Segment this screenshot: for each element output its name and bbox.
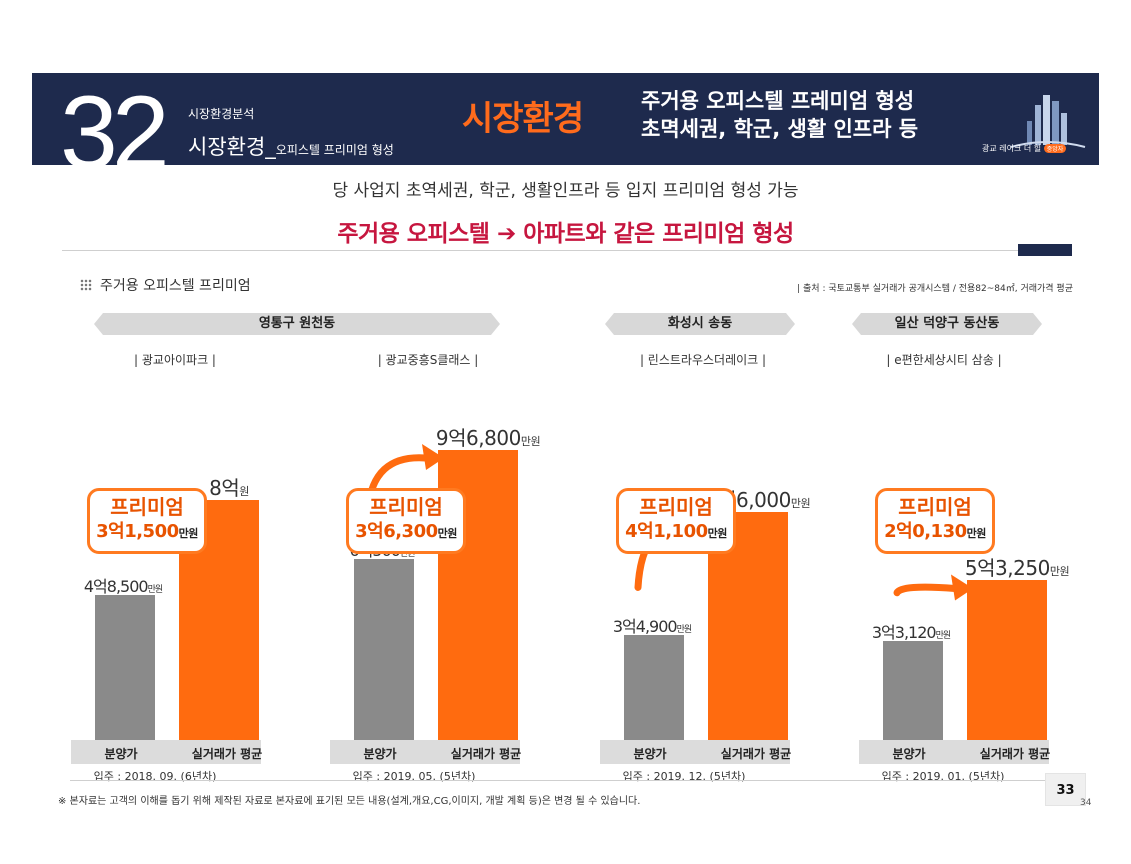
category-label-actual: 실거래가 평균 bbox=[720, 747, 792, 761]
building-logo-icon bbox=[1010, 95, 1086, 148]
header-banner: 32 시장환경분석 시장환경_오피스텔 프리미엄 형성 시장환경 주거용 오피스… bbox=[32, 73, 1099, 165]
presale-bar bbox=[95, 594, 155, 740]
category-label-presale: 분양가 bbox=[363, 747, 397, 761]
premium-badge-value: 3억1,500만원 bbox=[90, 520, 204, 546]
presale-value-label: 3억4,900만원 bbox=[612, 613, 693, 637]
actual-price-bar bbox=[967, 580, 1047, 740]
actual-value-label-unit: 만원 bbox=[520, 435, 541, 448]
actual-value-label-unit: 원 bbox=[239, 485, 249, 499]
category-label-actual: 실거래가 평균 bbox=[450, 747, 522, 761]
divider-accent bbox=[1018, 244, 1072, 256]
premium-amount: 4억1,100 bbox=[625, 521, 708, 542]
complex-name: | 광교중흥S클래스 | bbox=[377, 353, 479, 367]
category-axis bbox=[71, 740, 261, 764]
move-in-date: 입주 : 2019. 01. (5년차) bbox=[881, 770, 1005, 783]
divider bbox=[62, 250, 1072, 251]
presale-value-label-unit: 만원 bbox=[676, 625, 693, 636]
category-label-actual: 실거래가 평균 bbox=[979, 747, 1051, 761]
section-category: 시장환경분석 bbox=[188, 107, 255, 121]
page-number-secondary: 34 bbox=[1080, 798, 1092, 808]
move-in-date: 입주 : 2019. 12. (5년차) bbox=[622, 770, 746, 783]
logo-name: 광교 레이크 더 힐 bbox=[982, 144, 1042, 153]
actual-value-label-unit: 만원 bbox=[790, 497, 811, 511]
chart-baseline bbox=[70, 780, 1075, 781]
premium-badge-value: 3억6,300만원 bbox=[349, 520, 463, 546]
premium-arrow bbox=[893, 583, 959, 597]
section-number: 32 bbox=[60, 75, 170, 165]
complex-name: | e편한세상시티 삼송 | bbox=[886, 353, 1002, 367]
premium-badge: 프리미엄 3억1,500만원 bbox=[87, 488, 207, 554]
move-in-date: 입주 : 2019. 05. (5년차) bbox=[352, 770, 476, 783]
premium-amount: 3억1,500 bbox=[96, 521, 179, 542]
premium-unit: 만원 bbox=[707, 527, 728, 540]
page-headline: 주거용 오피스텔 ➔ 아파트와 같은 프리미엄 형성 bbox=[337, 221, 794, 247]
presale-value-label: 4억8,500만원 bbox=[83, 573, 164, 597]
section-title: 주거용 오피스텔 프리미엄 bbox=[80, 275, 251, 295]
presale-value-label-value: 4억8,500 bbox=[83, 576, 149, 596]
section-title-text: 주거용 오피스텔 프리미엄 bbox=[100, 278, 251, 294]
region-label-yeongtong: 영통구 원천동 bbox=[94, 313, 500, 335]
move-in-date: 입주 : 2018. 09. (6년차) bbox=[93, 770, 217, 783]
complex-name: | 광교아이파크 | bbox=[134, 353, 216, 367]
category-label-presale: 분양가 bbox=[633, 747, 667, 761]
presale-bar bbox=[354, 558, 414, 740]
actual-value-label-value: 5억3,250 bbox=[964, 556, 1050, 581]
category-axis bbox=[859, 740, 1049, 764]
premium-unit: 만원 bbox=[178, 527, 199, 540]
premium-amount: 2억0,130 bbox=[884, 521, 967, 542]
premium-badge: 프리미엄 3억6,300만원 bbox=[346, 488, 466, 554]
complex-name: | 린스트라우스더레이크 | bbox=[639, 353, 767, 367]
region-label-hwaseong: 화성시 송동 bbox=[605, 313, 795, 335]
logo-badge: 중앙자 bbox=[1043, 144, 1067, 153]
presale-bar bbox=[624, 635, 684, 740]
premium-badge: 프리미엄 2억0,130만원 bbox=[875, 488, 995, 554]
category-axis bbox=[600, 740, 790, 764]
actual-value-label-value: 8억 bbox=[209, 476, 240, 501]
category-label-presale: 분양가 bbox=[104, 747, 138, 761]
presale-value-label-value: 3억4,900 bbox=[612, 617, 678, 637]
actual-value-label: 5억3,250만원 bbox=[964, 552, 1070, 581]
premium-badge-value: 2억0,130만원 bbox=[878, 520, 992, 546]
dots-icon bbox=[80, 279, 92, 291]
premium-badge: 프리미엄 4억1,100만원 bbox=[616, 488, 736, 554]
premium-badge-title: 프리미엄 bbox=[639, 495, 713, 519]
section-name-main: 시장환경_ bbox=[188, 135, 276, 159]
actual-value-label: 9억6,800만원 bbox=[435, 422, 541, 451]
presale-value-label-value: 3억3,120 bbox=[871, 622, 937, 642]
page-subtitle: 당 사업지 초역세권, 학군, 생활인프라 등 입지 프리미엄 형성 가능 bbox=[332, 181, 799, 201]
banner-title: 시장환경 bbox=[462, 99, 584, 139]
premium-amount: 3억6,300 bbox=[355, 521, 438, 542]
section-name: 시장환경_오피스텔 프리미엄 형성 bbox=[188, 131, 394, 161]
actual-value-label-value: 9억6,800 bbox=[435, 426, 521, 450]
region-label-ilsan: 일산 덕양구 동산동 bbox=[852, 313, 1042, 335]
source-note: | 출처 : 국토교통부 실거래가 공개시스템 / 전용82~84㎡, 거래가격… bbox=[797, 284, 1073, 294]
category-label-actual: 실거래가 평균 bbox=[191, 747, 263, 761]
banner-desc-line2: 초멱세권, 학군, 생활 인프라 등 bbox=[641, 117, 919, 141]
banner-description: 주거용 오피스텔 프레미엄 형성 초멱세권, 학군, 생활 인프라 등 bbox=[641, 87, 971, 143]
section-name-rest: 오피스텔 프리미엄 형성 bbox=[275, 143, 394, 157]
presale-value-label: 3억3,120만원 bbox=[871, 619, 952, 643]
premium-badge-title: 프리미엄 bbox=[110, 495, 184, 519]
logo-text: 광교 레이크 더 힐 중앙자 bbox=[982, 143, 1067, 154]
premium-unit: 만원 bbox=[437, 527, 458, 540]
footnote: ※ 본자료는 고객의 이해를 돕기 위해 제작된 자료로 본자료에 표기된 모든… bbox=[58, 796, 641, 807]
category-axis bbox=[330, 740, 520, 764]
premium-badge-title: 프리미엄 bbox=[898, 495, 972, 519]
presale-value-label-unit: 만원 bbox=[935, 630, 952, 641]
premium-unit: 만원 bbox=[966, 527, 987, 540]
banner-desc-line1: 주거용 오피스텔 프레미엄 형성 bbox=[641, 89, 915, 113]
category-label-presale: 분양가 bbox=[892, 747, 926, 761]
premium-arrow-head bbox=[422, 444, 444, 470]
premium-badge-value: 4억1,100만원 bbox=[619, 520, 733, 546]
presale-bar bbox=[883, 640, 943, 740]
actual-value-label-unit: 만원 bbox=[1049, 565, 1070, 579]
premium-arrow-head bbox=[951, 574, 973, 601]
presale-value-label-unit: 만원 bbox=[147, 584, 164, 595]
premium-badge-title: 프리미엄 bbox=[369, 495, 443, 519]
actual-value-label: 8억원 bbox=[209, 472, 249, 501]
page-number: 33 bbox=[1045, 773, 1086, 806]
